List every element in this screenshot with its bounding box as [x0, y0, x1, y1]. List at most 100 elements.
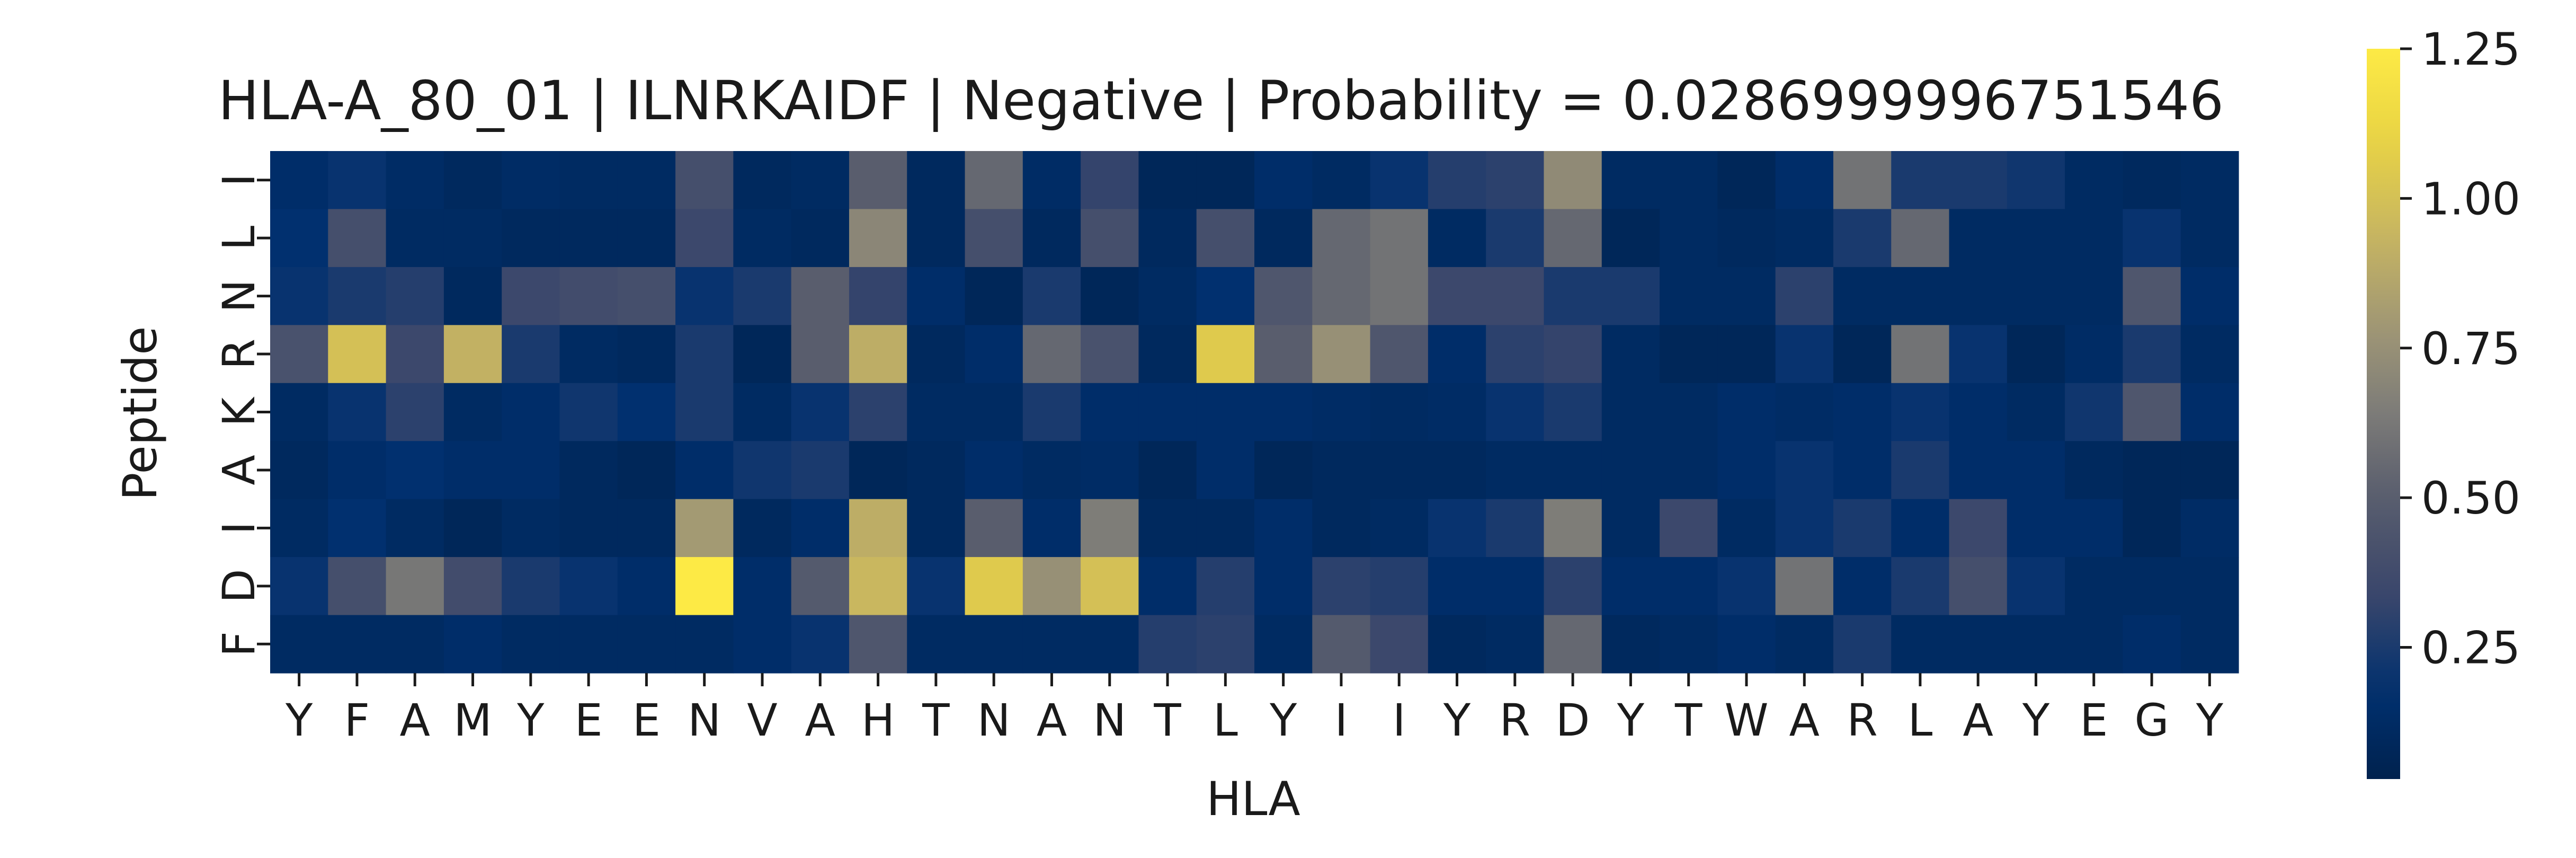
heatmap-cell — [1660, 557, 1718, 616]
heatmap-cell — [1254, 383, 1313, 441]
y-tick-label: I — [213, 521, 265, 535]
heatmap-cell — [1254, 615, 1313, 674]
heatmap-cell — [559, 557, 618, 616]
heatmap-cell — [1196, 615, 1255, 674]
heatmap-cell — [1660, 325, 1718, 384]
heatmap-cell — [791, 325, 850, 384]
heatmap-cell — [1544, 209, 1602, 268]
heatmap-cell — [1660, 267, 1718, 325]
heatmap-cell — [965, 441, 1023, 500]
heatmap-cell — [2007, 615, 2065, 674]
heatmap-cell — [1196, 151, 1255, 210]
heatmap-cell — [733, 499, 792, 558]
x-tick-label: A — [400, 694, 430, 746]
heatmap-cell — [733, 441, 792, 500]
heatmap-cells — [270, 151, 2239, 674]
x-tick-label: Y — [285, 694, 313, 746]
heatmap-cell — [1428, 267, 1486, 325]
heatmap-cell — [386, 267, 444, 325]
heatmap-cell — [270, 557, 328, 616]
heatmap-cell — [1022, 325, 1081, 384]
x-tick-label: N — [977, 694, 1011, 746]
heatmap-cell — [270, 151, 328, 210]
heatmap-cell — [2065, 499, 2124, 558]
heatmap-cell — [907, 151, 966, 210]
heatmap-cell — [1138, 557, 1197, 616]
heatmap-cell — [1949, 151, 2008, 210]
heatmap-cell — [849, 267, 907, 325]
heatmap-cell — [502, 325, 560, 384]
heatmap-cell — [502, 267, 560, 325]
heatmap-cell — [675, 267, 734, 325]
heatmap-cell — [2180, 615, 2239, 674]
heatmap-cell — [965, 325, 1023, 384]
heatmap-cell — [2123, 151, 2181, 210]
heatmap-cell — [1138, 499, 1197, 558]
heatmap-cell — [1312, 499, 1371, 558]
x-tick-label: Y — [516, 694, 545, 746]
heatmap-cell — [1312, 441, 1371, 500]
heatmap-cell — [1022, 151, 1081, 210]
heatmap-cell — [849, 499, 907, 558]
heatmap-cell — [1601, 441, 1660, 500]
heatmap-cell — [849, 557, 907, 616]
heatmap-cell — [1486, 151, 1545, 210]
x-tick-label: D — [1556, 694, 1590, 746]
heatmap-cell — [1660, 209, 1718, 268]
heatmap-cell — [2065, 383, 2124, 441]
heatmap-cell — [1370, 267, 1429, 325]
heatmap-cell — [791, 499, 850, 558]
heatmap-cell — [386, 325, 444, 384]
heatmap-cell — [1601, 383, 1660, 441]
heatmap-cell — [2007, 383, 2065, 441]
heatmap-cell — [1486, 615, 1545, 674]
y-tick-label: L — [213, 226, 265, 251]
heatmap-cell — [1775, 615, 1834, 674]
heatmap-cell — [1544, 499, 1602, 558]
heatmap-cell — [907, 209, 966, 268]
heatmap-cell — [386, 209, 444, 268]
x-tick-label: W — [1724, 694, 1768, 746]
heatmap-cell — [1949, 557, 2008, 616]
heatmap-cell — [1717, 209, 1776, 268]
heatmap-cell — [1081, 151, 1139, 210]
heatmap-cell — [1254, 209, 1313, 268]
heatmap-cell — [1081, 615, 1139, 674]
heatmap-cell — [1196, 209, 1255, 268]
heatmap-cell — [1428, 151, 1486, 210]
colorbar-tick-label: 1.00 — [2421, 173, 2520, 225]
heatmap-cell — [1370, 441, 1429, 500]
heatmap-cell — [1138, 383, 1197, 441]
heatmap-cell — [675, 151, 734, 210]
heatmap-cell — [1949, 325, 2008, 384]
heatmap-cell — [2180, 557, 2239, 616]
heatmap-cell — [1254, 267, 1313, 325]
heatmap-cell — [2123, 267, 2181, 325]
heatmap-cell — [617, 615, 676, 674]
heatmap-cell — [1544, 615, 1602, 674]
heatmap-cell — [617, 499, 676, 558]
heatmap-cell — [617, 383, 676, 441]
x-tick-label: N — [688, 694, 721, 746]
x-tick-label: T — [1674, 694, 1703, 746]
heatmap-cell — [1891, 441, 1950, 500]
heatmap-cell — [1022, 383, 1081, 441]
heatmap-cell — [733, 383, 792, 441]
heatmap-cell — [2007, 151, 2065, 210]
heatmap-cell — [443, 383, 502, 441]
heatmap-cell — [270, 499, 328, 558]
heatmap-cell — [1486, 325, 1545, 384]
heatmap-cell — [443, 151, 502, 210]
heatmap-cell — [849, 209, 907, 268]
heatmap-cell — [559, 615, 618, 674]
heatmap-cell — [1949, 267, 2008, 325]
heatmap-cell — [559, 209, 618, 268]
heatmap-cell — [1660, 499, 1718, 558]
heatmap-cell — [502, 383, 560, 441]
heatmap-cell — [386, 151, 444, 210]
heatmap-cell — [328, 325, 387, 384]
x-tick-label: A — [1963, 694, 1993, 746]
heatmap-cell — [328, 441, 387, 500]
heatmap-cell — [1833, 151, 1892, 210]
